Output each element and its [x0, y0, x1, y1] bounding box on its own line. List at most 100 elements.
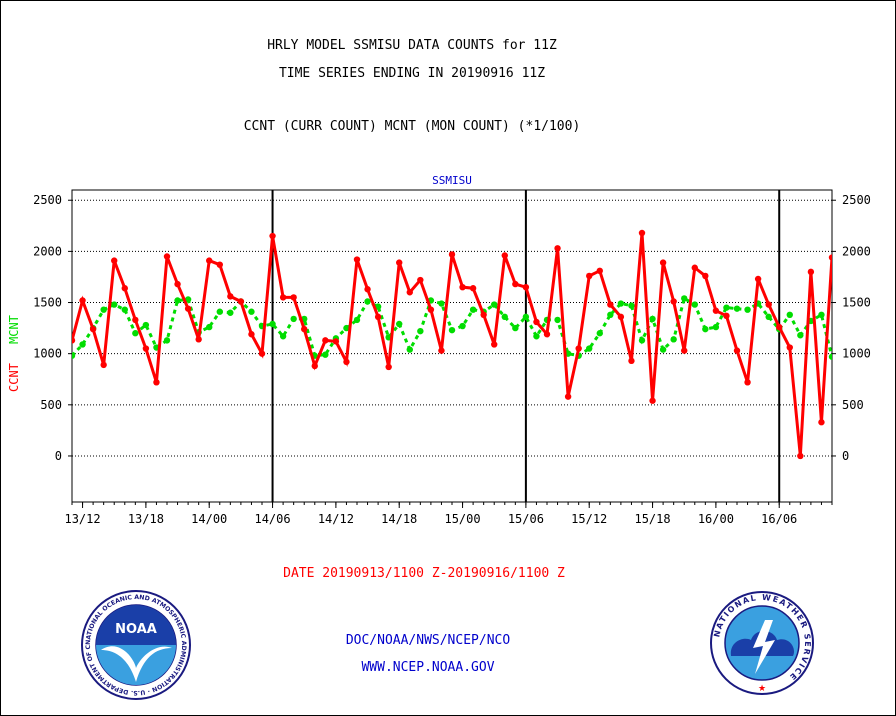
data-point-mcnt: [649, 315, 656, 323]
y-tick-label-left: 1000: [33, 347, 62, 361]
data-point-ccnt: [269, 232, 276, 240]
data-point-mcnt: [174, 297, 181, 304]
data-point-ccnt: [638, 229, 646, 237]
data-point-mcnt: [206, 323, 213, 331]
data-point-ccnt: [765, 301, 772, 308]
data-point-ccnt: [807, 268, 815, 276]
y-tick-label-right: 0: [842, 449, 849, 463]
data-point-ccnt: [491, 341, 498, 348]
data-point-mcnt: [469, 306, 477, 313]
panel-label: SSMISU: [432, 174, 472, 187]
x-tick-label: 15/18: [634, 512, 670, 526]
data-point-ccnt: [258, 350, 266, 357]
x-tick-label: 15/06: [508, 512, 544, 526]
x-tick-label: 16/06: [761, 512, 797, 526]
noaa-logo: NATIONAL OCEANIC AND ATMOSPHERIC ADMINIS…: [79, 590, 191, 700]
data-point-mcnt: [406, 346, 413, 353]
data-point-ccnt: [533, 318, 540, 326]
data-point-mcnt: [448, 326, 456, 334]
data-point-ccnt: [522, 283, 530, 291]
y-tick-label-right: 1500: [842, 296, 871, 310]
ylabel-mcnt: MCNT: [7, 315, 21, 344]
x-tick-label: 16/00: [698, 512, 734, 526]
data-point-ccnt: [754, 275, 762, 283]
data-point-ccnt: [554, 245, 561, 252]
data-point-ccnt: [776, 323, 783, 331]
x-tick-label: 13/12: [64, 512, 100, 526]
data-point-mcnt: [111, 301, 118, 308]
data-point-mcnt: [512, 324, 519, 332]
data-point-mcnt: [374, 303, 382, 310]
data-point-ccnt: [163, 253, 171, 260]
data-point-mcnt: [596, 330, 603, 337]
data-point-ccnt: [279, 294, 287, 301]
data-point-ccnt: [649, 397, 656, 404]
data-point-mcnt: [501, 313, 508, 321]
data-point-ccnt: [723, 312, 730, 320]
data-point-ccnt: [132, 316, 139, 324]
series-ccnt: [72, 229, 832, 460]
data-point-ccnt: [617, 313, 625, 321]
data-point-mcnt: [691, 301, 698, 308]
noaa-logo-text: NOAA: [115, 622, 157, 637]
y-tick-label-left: 2000: [33, 244, 62, 258]
data-point-ccnt: [206, 257, 213, 264]
data-point-ccnt: [681, 347, 688, 354]
data-point-mcnt: [121, 306, 128, 313]
svg-text:★: ★: [758, 684, 766, 694]
data-point-ccnt: [459, 283, 466, 291]
data-point-ccnt: [828, 254, 832, 261]
data-point-ccnt: [343, 358, 350, 366]
data-point-ccnt: [364, 286, 371, 293]
data-point-ccnt: [121, 285, 128, 292]
x-tick-label: 14/06: [254, 512, 290, 526]
series-line-ccnt: [72, 232, 832, 457]
data-point-mcnt: [638, 337, 646, 344]
data-point-mcnt: [765, 313, 772, 321]
data-point-mcnt: [681, 295, 688, 302]
x-tick-label: 14/00: [191, 512, 227, 526]
y-tick-label-left: 2500: [33, 193, 62, 207]
chart-subtitle: CCNT (CURR COUNT) MCNT (MON COUNT) (*1/1…: [243, 119, 581, 134]
data-point-mcnt: [227, 309, 234, 316]
data-point-mcnt: [491, 301, 498, 308]
data-point-mcnt: [670, 336, 677, 343]
data-point-mcnt: [459, 322, 466, 330]
data-point-ccnt: [818, 419, 825, 426]
data-point-mcnt: [72, 352, 76, 359]
data-point-ccnt: [237, 298, 245, 305]
chart-title-line1: HRLY MODEL SSMISU DATA COUNTS for 11Z: [267, 38, 557, 53]
data-point-mcnt: [554, 316, 561, 324]
data-point-ccnt: [374, 313, 382, 321]
y-tick-label-right: 2000: [842, 244, 871, 258]
data-point-mcnt: [733, 305, 741, 312]
data-point-mcnt: [142, 321, 150, 329]
data-point-ccnt: [153, 379, 160, 386]
data-point-ccnt: [786, 344, 793, 351]
x-tick-label: 14/12: [318, 512, 354, 526]
org-line: DOC/NOAA/NWS/NCEP/NCO: [345, 633, 511, 648]
data-point-ccnt: [659, 259, 667, 266]
url-line: WWW.NCEP.NOAA.GOV: [361, 660, 495, 675]
data-point-mcnt: [184, 296, 192, 303]
data-point-ccnt: [607, 301, 614, 308]
data-point-mcnt: [290, 315, 297, 323]
data-point-ccnt: [543, 331, 551, 338]
data-point-mcnt: [617, 300, 625, 307]
data-point-ccnt: [290, 294, 297, 301]
data-point-ccnt: [142, 345, 150, 352]
chart-title-line2: TIME SERIES ENDING IN 20190916 11Z: [278, 66, 546, 81]
x-tick-label: 13/18: [128, 512, 164, 526]
data-point-ccnt: [733, 347, 741, 354]
data-point-ccnt: [227, 293, 234, 300]
data-point-ccnt: [216, 261, 223, 268]
data-point-mcnt: [702, 325, 709, 333]
data-point-mcnt: [438, 300, 445, 307]
data-point-mcnt: [607, 311, 614, 318]
data-point-ccnt: [89, 325, 97, 333]
data-point-mcnt: [343, 324, 350, 332]
plot-area: [71, 189, 833, 503]
data-point-ccnt: [301, 325, 308, 333]
data-point-ccnt: [184, 305, 192, 312]
data-point-ccnt: [79, 297, 86, 304]
